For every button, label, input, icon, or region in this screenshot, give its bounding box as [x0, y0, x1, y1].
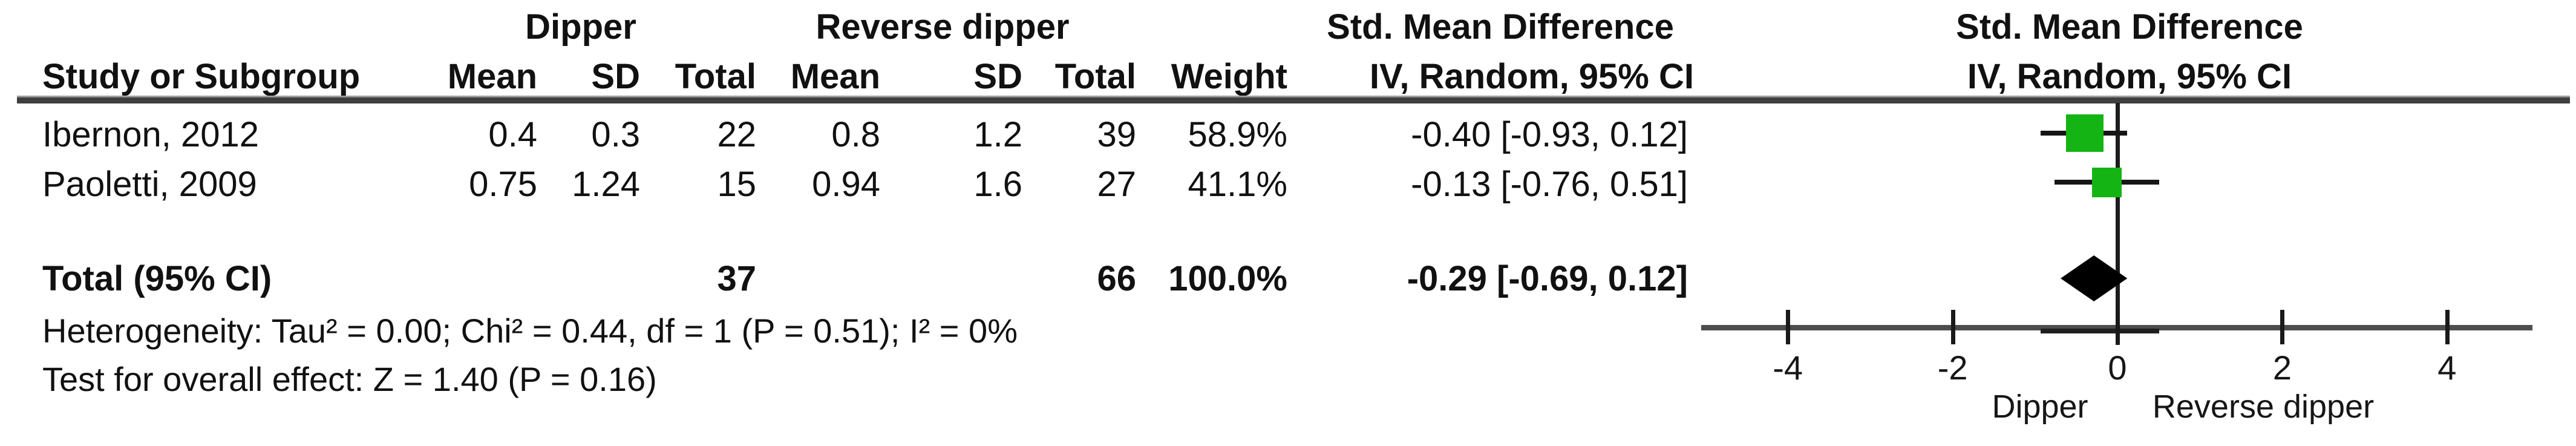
- effect-square: [2065, 114, 2104, 152]
- sd-reverse-value: 1.2: [973, 115, 1022, 154]
- ci-text-value: -0.40 [-0.93, 0.12]: [1411, 115, 1688, 154]
- col-header-sd-reverse: SD: [973, 57, 1022, 96]
- tick-label: 2: [2272, 349, 2292, 387]
- axis-label-favours-reverse-dipper: Reverse dipper: [2152, 389, 2375, 425]
- zero-reference-line: [2116, 103, 2120, 345]
- col-header-study: Study or Subgroup: [42, 57, 361, 96]
- mean-dipper-value: 0.4: [488, 115, 537, 154]
- mean-dipper-value: 0.75: [469, 165, 537, 204]
- axis-dark-segment: [2041, 329, 2160, 333]
- axis-tick: [1950, 310, 1955, 344]
- tick-label: 4: [2437, 349, 2457, 387]
- overall-effect-stats: Test for overall effect: Z = 1.40 (P = 0…: [42, 360, 657, 398]
- mean-reverse-value: 0.8: [831, 115, 880, 154]
- total-dipper-value: 15: [717, 165, 756, 204]
- total-ci-text: -0.29 [-0.69, 0.12]: [1407, 259, 1688, 298]
- total-dipper-sum: 37: [717, 259, 756, 298]
- axis-tick: [2445, 310, 2450, 344]
- col-header-sd-dipper: SD: [591, 57, 640, 96]
- tick-label: -2: [1937, 349, 1968, 387]
- weight-value: 58.9%: [1188, 115, 1287, 154]
- axis-label-favours-dipper: Dipper: [1992, 389, 2088, 425]
- col-header-total-dipper: Total: [675, 57, 756, 96]
- col-header-total-reverse: Total: [1054, 57, 1136, 96]
- axis-tick: [2280, 310, 2285, 344]
- col-header-ci-plot: IV, Random, 95% CI: [1967, 57, 2292, 96]
- tick-label: -4: [1773, 349, 1803, 387]
- group-header-dipper: Dipper: [525, 7, 636, 47]
- mean-reverse-value: 0.94: [812, 165, 880, 204]
- total-dipper-value: 22: [717, 115, 756, 154]
- group-header-smd-text: Std. Mean Difference: [1327, 7, 1674, 47]
- col-header-weight: Weight: [1171, 57, 1287, 96]
- sd-dipper-value: 1.24: [572, 165, 640, 204]
- total-weight: 100.0%: [1168, 259, 1287, 298]
- study-name: Ibernon, 2012: [42, 115, 259, 154]
- total-reverse-value: 27: [1097, 165, 1136, 204]
- study-name: Paoletti, 2009: [42, 165, 257, 204]
- group-header-reverse-dipper: Reverse dipper: [816, 7, 1070, 47]
- col-header-ci-text: IV, Random, 95% CI: [1369, 57, 1694, 96]
- weight-value: 41.1%: [1188, 165, 1287, 204]
- sd-dipper-value: 0.3: [591, 115, 640, 154]
- total-reverse-value: 39: [1097, 115, 1136, 154]
- col-header-mean-dipper: Mean: [447, 57, 537, 96]
- axis-tick: [2116, 310, 2120, 344]
- total-reverse-sum: 66: [1097, 259, 1136, 298]
- col-header-mean-reverse: Mean: [790, 57, 880, 96]
- heterogeneity-stats: Heterogeneity: Tau² = 0.00; Chi² = 0.44,…: [42, 312, 1018, 350]
- total-row-label: Total (95% CI): [42, 259, 272, 298]
- sd-reverse-value: 1.6: [973, 165, 1022, 204]
- effect-square: [2091, 167, 2122, 197]
- tick-label: 0: [2108, 349, 2127, 387]
- header-separator-rule: [17, 96, 2570, 103]
- ci-text-value: -0.13 [-0.76, 0.51]: [1411, 165, 1688, 204]
- group-header-smd-plot: Std. Mean Difference: [1956, 7, 2303, 47]
- axis-tick: [1786, 310, 1791, 344]
